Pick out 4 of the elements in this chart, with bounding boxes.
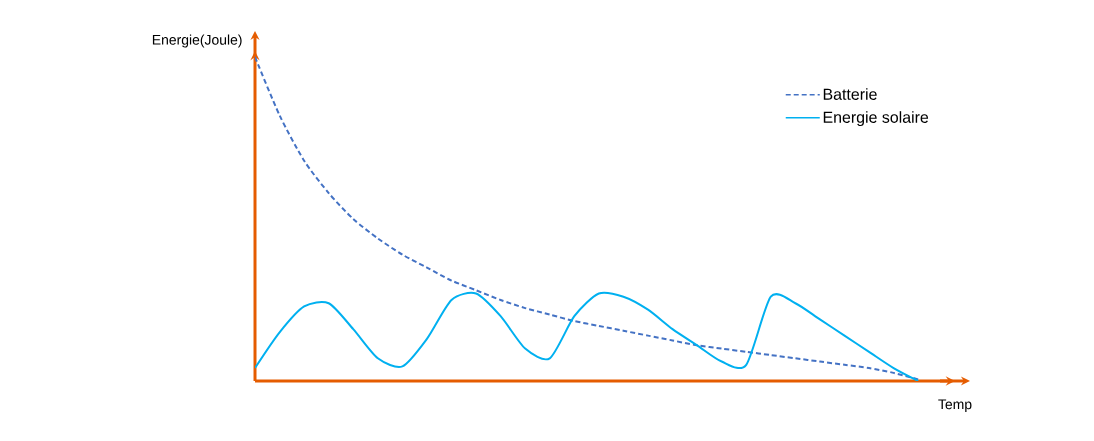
legend-label: Energie solaire <box>823 111 929 127</box>
y-axis-title: Energie(Joule) <box>152 34 242 48</box>
x-axis-title: Temp <box>938 399 972 412</box>
legend-label: Batterie <box>823 88 877 100</box>
